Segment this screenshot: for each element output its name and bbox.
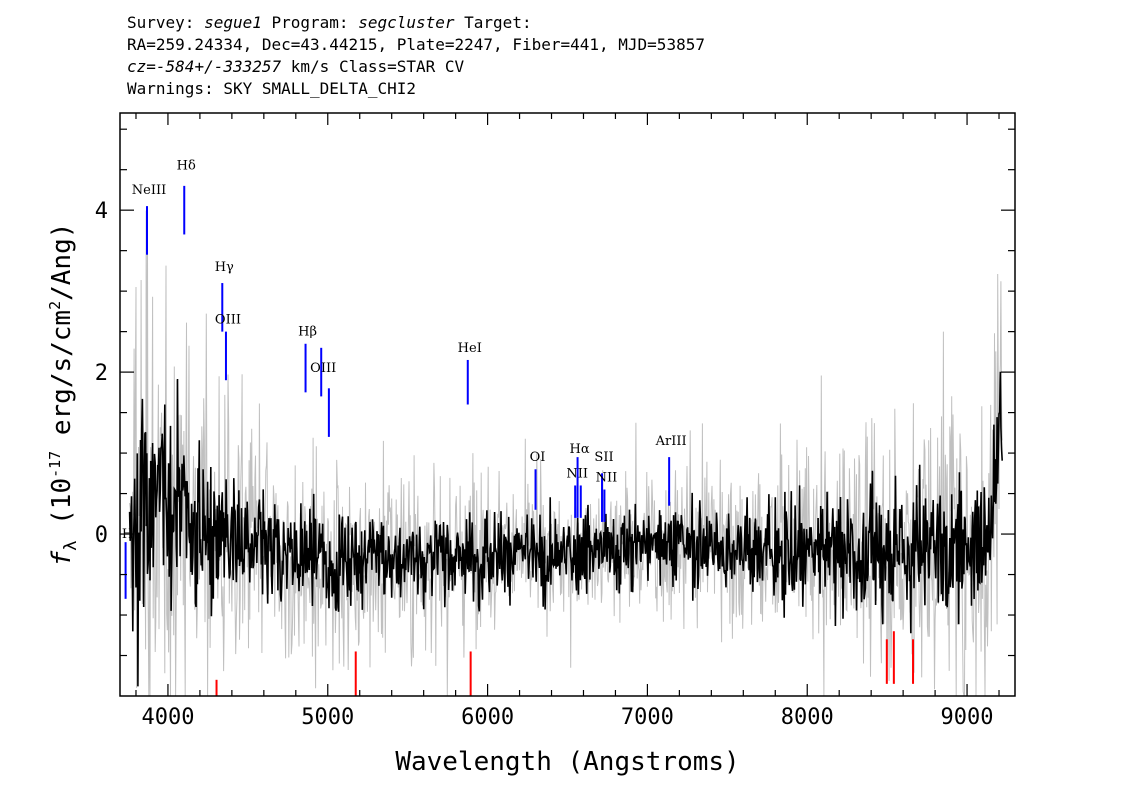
error-series <box>129 210 1003 697</box>
y-axis-subscript: λ <box>61 541 81 551</box>
y-tick-label: 0 <box>95 523 108 548</box>
header-line-warnings: Warnings: SKY SMALL_DELTA_CHI2 <box>127 79 416 98</box>
cz-value: -584+/-333257 <box>155 57 282 76</box>
class-label: km/s Class=STAR CV <box>281 57 465 76</box>
axis-ticks: 4000 5000 6000 7000 8000 9000 0 2 4 <box>95 113 1015 730</box>
program-name: segcluster <box>358 13 455 32</box>
x-tick-label: 6000 <box>461 705 514 730</box>
survey-name: segue1 <box>204 13 262 32</box>
emission-line-label: NII <box>596 470 618 485</box>
cz-equals: = <box>146 57 156 76</box>
emission-line-label: SII <box>594 450 613 465</box>
header-line-redshift: cz=-584+/-333257 km/s Class=STAR CV <box>127 56 705 78</box>
error-spectrum-line <box>129 210 1003 697</box>
flux-spectrum-line <box>128 371 1003 687</box>
plot-frame <box>119 112 1016 697</box>
y-axis-unit-b: erg/s/cm <box>47 310 77 451</box>
survey-prefix: Survey: <box>127 13 205 32</box>
x-tick-label: 4000 <box>141 705 194 730</box>
y-axis-unit-c: /Ang) <box>47 223 77 301</box>
emission-line-label: HeI <box>458 341 482 356</box>
y-axis-exponent: -17 <box>46 451 64 478</box>
header-line-survey: Survey: segue1 Program: segcluster Targe… <box>127 12 705 34</box>
emission-line-label: Hα <box>570 442 590 457</box>
program-prefix: Program: <box>261 13 359 32</box>
y-axis-unit-a: (10 <box>47 478 77 541</box>
y-tick-label: 2 <box>95 361 108 386</box>
emission-line-label: OIII <box>310 361 336 376</box>
y-axis-f: f <box>47 550 77 566</box>
x-tick-label: 9000 <box>941 705 994 730</box>
emission-line-label: ArIII <box>655 434 687 449</box>
x-tick-label: 7000 <box>621 705 674 730</box>
emission-line-label: OIII <box>215 313 241 328</box>
spectrum-header: Survey: segue1 Program: segcluster Targe… <box>127 12 705 100</box>
x-tick-label: 5000 <box>301 705 354 730</box>
emission-line-label: Hγ <box>215 260 234 275</box>
y-tick-label: 4 <box>95 199 108 224</box>
emission-line-label: Hβ <box>298 325 317 340</box>
x-tick-label: 8000 <box>781 705 834 730</box>
emission-line-label: OI <box>530 450 546 465</box>
x-axis-title: Wavelength (Angstroms) <box>395 747 739 777</box>
emission-line-label: NeIII <box>132 183 166 198</box>
flux-series <box>128 371 1003 687</box>
y-axis-exponent2: 2 <box>46 301 64 310</box>
header-line-coordinates: RA=259.24334, Dec=43.44215, Plate=2247, … <box>127 35 705 54</box>
y-axis-title: fλ (10-17 erg/s/cm2/Ang) <box>46 223 81 567</box>
cz-label: cz <box>127 57 147 76</box>
spectral-lines: HNeIIIHδHγOIIIHβOIIIHeIOINIIHαSIINIIArII… <box>122 159 915 696</box>
emission-line-label: Hδ <box>177 159 196 174</box>
target-label: Target: <box>454 13 532 32</box>
